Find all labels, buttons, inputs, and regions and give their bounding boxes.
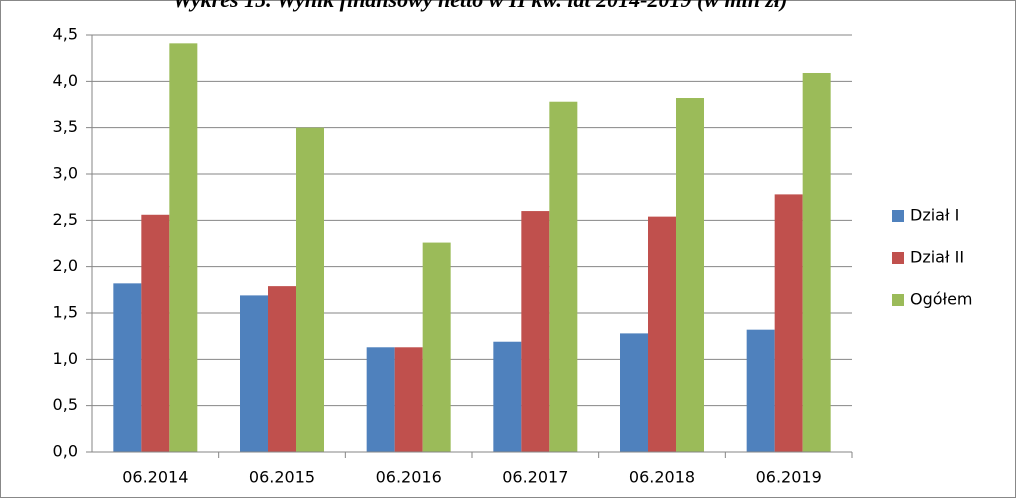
bar <box>240 295 268 452</box>
y-tick-label: 3,0 <box>53 164 78 183</box>
bar <box>648 216 676 452</box>
bar <box>141 214 170 452</box>
y-tick-label: 0,0 <box>53 442 78 461</box>
bar <box>493 341 522 452</box>
bar <box>366 347 395 452</box>
y-tick-label: 1,5 <box>53 303 78 322</box>
bar <box>549 101 578 452</box>
x-tick-label: 06.2016 <box>376 468 442 487</box>
x-tick-label: 06.2019 <box>756 468 822 487</box>
bar <box>620 333 648 452</box>
legend-label: Dział I <box>910 206 959 225</box>
bar <box>521 211 550 452</box>
legend-label: Ogółem <box>910 290 973 309</box>
y-tick-label: 2,5 <box>53 210 78 229</box>
y-tick-label: 0,5 <box>53 395 78 414</box>
y-tick-label: 1,0 <box>53 349 78 368</box>
bar <box>296 127 324 453</box>
legend-swatch <box>892 252 904 264</box>
x-tick-label: 06.2015 <box>249 468 315 487</box>
x-tick-label: 06.2017 <box>502 468 568 487</box>
y-tick-label: 4,5 <box>53 25 78 44</box>
bar <box>774 194 803 453</box>
y-tick-label: 4,0 <box>53 71 78 90</box>
chart-title: Wykres 15. Wynik finansowy netto w II kw… <box>173 0 788 12</box>
bar <box>676 98 704 452</box>
x-tick-label: 06.2014 <box>122 468 188 487</box>
legend-label: Dział II <box>910 248 964 267</box>
bar <box>268 286 296 452</box>
bar <box>169 43 198 453</box>
y-tick-label: 3,5 <box>53 117 78 136</box>
legend-swatch <box>892 294 904 306</box>
bar <box>113 283 142 452</box>
y-tick-label: 2,0 <box>53 256 78 275</box>
x-tick-label: 06.2018 <box>629 468 695 487</box>
legend-swatch <box>892 210 904 222</box>
bar <box>394 347 423 452</box>
bar <box>802 72 831 452</box>
bar <box>422 242 451 452</box>
bar <box>746 329 775 452</box>
